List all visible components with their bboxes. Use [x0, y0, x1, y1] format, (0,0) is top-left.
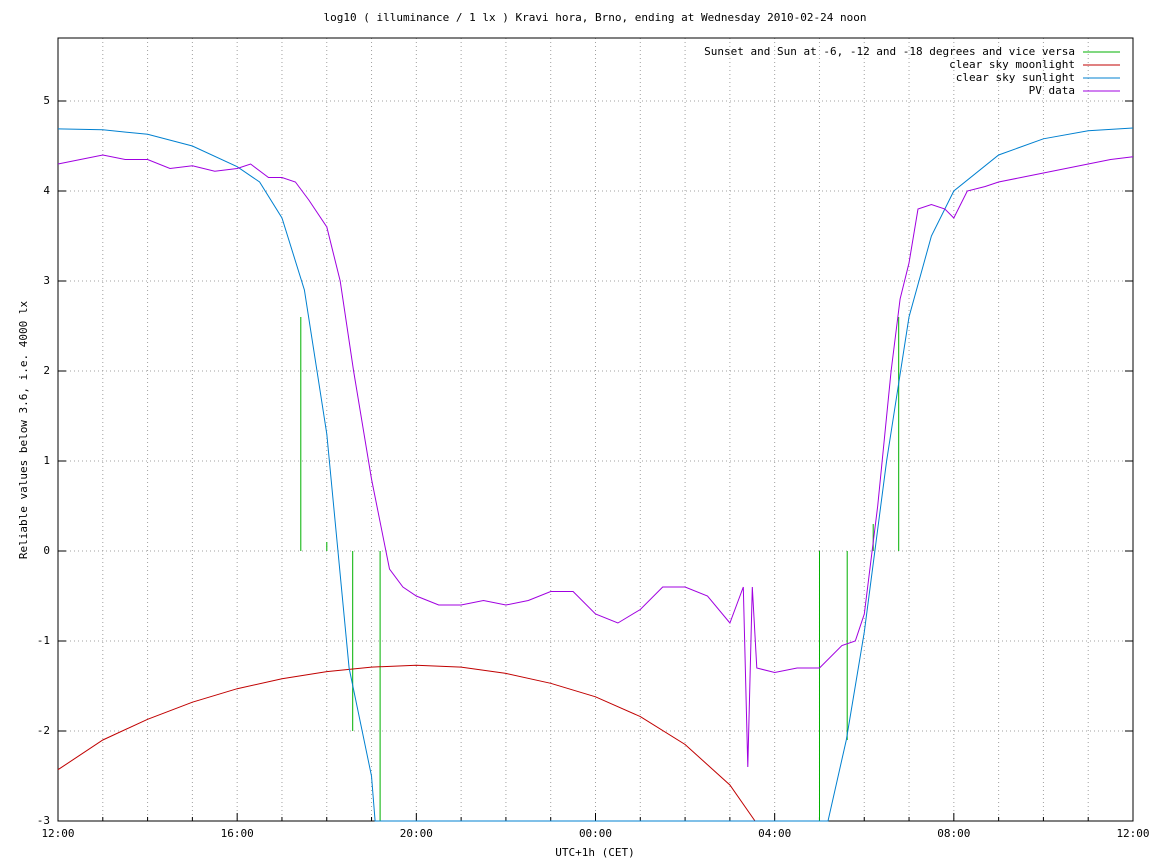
x-tick-label: 16:00 — [221, 827, 254, 840]
y-tick-label: 1 — [43, 454, 50, 467]
y-tick-label: 0 — [43, 544, 50, 557]
legend-label: clear sky moonlight — [949, 58, 1075, 71]
y-tick-label: 2 — [43, 364, 50, 377]
series-line — [57, 127, 1134, 822]
chart-title: log10 ( illuminance / 1 lx ) Kravi hora,… — [323, 11, 866, 24]
y-tick-label: 5 — [43, 94, 50, 107]
x-tick-label: 08:00 — [937, 827, 970, 840]
series-line — [57, 154, 1134, 768]
x-tick-label: 12:00 — [1116, 827, 1149, 840]
y-tick-label: 4 — [43, 184, 50, 197]
y-tick-label: -1 — [37, 634, 50, 647]
y-tick-label: -3 — [37, 814, 50, 827]
x-tick-label: 04:00 — [758, 827, 791, 840]
legend-label: Sunset and Sun at -6, -12 and -18 degree… — [704, 45, 1075, 58]
y-axis-label: Reliable values below 3.6, i.e. 4000 lx — [17, 300, 30, 559]
plot-border — [57, 37, 1134, 822]
series-line — [300, 317, 900, 821]
series-line — [57, 664, 756, 822]
y-tick-label: -2 — [37, 724, 50, 737]
legend-label: PV data — [1029, 84, 1075, 97]
x-tick-label: 20:00 — [400, 827, 433, 840]
legend-label: clear sky sunlight — [956, 71, 1075, 84]
x-tick-label: 12:00 — [41, 827, 74, 840]
x-axis-label: UTC+1h (CET) — [555, 846, 634, 859]
y-tick-label: 3 — [43, 274, 50, 287]
x-tick-label: 00:00 — [579, 827, 612, 840]
